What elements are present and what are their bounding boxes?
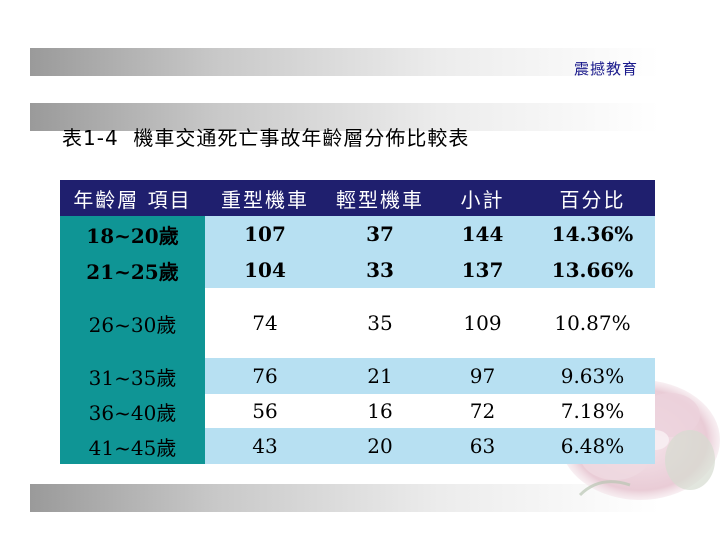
subtotal-cell: 144	[435, 216, 530, 252]
header-heavy-motorcycle: 重型機車	[205, 180, 325, 216]
bottom-decor-band	[30, 484, 660, 512]
age-cell: 21~25歲	[60, 252, 205, 288]
age-cell: 36~40歲	[60, 394, 205, 428]
subtotal-cell: 109	[435, 288, 530, 358]
light-cell: 33	[325, 252, 435, 288]
percentage-cell: 13.66%	[530, 252, 655, 288]
light-cell: 35	[325, 288, 435, 358]
header-age-group: 年齡層 項目	[60, 180, 205, 216]
heavy-cell: 104	[205, 252, 325, 288]
table-header-row: 年齡層 項目 重型機車 輕型機車 小計 百分比	[60, 180, 655, 216]
table-row: 31~35歲 76 21 97 9.63%	[60, 358, 655, 394]
percentage-cell: 9.63%	[530, 358, 655, 394]
caption-title: 機車交通死亡事故年齡層分佈比較表	[133, 126, 470, 150]
heavy-cell: 43	[205, 428, 325, 464]
table-caption: 表1-4 機車交通死亡事故年齡層分佈比較表	[62, 122, 469, 151]
table-row: 26~30歲 74 35 109 10.87%	[60, 288, 655, 358]
percentage-cell: 6.48%	[530, 428, 655, 464]
percentage-cell: 10.87%	[530, 288, 655, 358]
age-cell: 41~45歲	[60, 428, 205, 464]
top-decor-band	[30, 48, 660, 76]
age-cell: 18~20歲	[60, 216, 205, 252]
brand-label: 震撼教育	[573, 60, 638, 78]
header-subtotal: 小計	[435, 180, 530, 216]
middle-decor-band	[30, 103, 660, 131]
age-distribution-table: 年齡層 項目 重型機車 輕型機車 小計 百分比 18~20歲 107 37 14…	[60, 180, 655, 464]
table-row: 36~40歲 56 16 72 7.18%	[60, 394, 655, 428]
light-cell: 20	[325, 428, 435, 464]
table-row: 41~45歲 43 20 63 6.48%	[60, 428, 655, 464]
subtotal-cell: 97	[435, 358, 530, 394]
subtotal-cell: 72	[435, 394, 530, 428]
light-cell: 37	[325, 216, 435, 252]
light-cell: 21	[325, 358, 435, 394]
table-row: 21~25歲 104 33 137 13.66%	[60, 252, 655, 288]
heavy-cell: 76	[205, 358, 325, 394]
heavy-cell: 107	[205, 216, 325, 252]
light-cell: 16	[325, 394, 435, 428]
heavy-cell: 56	[205, 394, 325, 428]
percentage-cell: 7.18%	[530, 394, 655, 428]
percentage-cell: 14.36%	[530, 216, 655, 252]
subtotal-cell: 137	[435, 252, 530, 288]
subtotal-cell: 63	[435, 428, 530, 464]
caption-number: 1-4	[83, 126, 119, 150]
table-row: 18~20歲 107 37 144 14.36%	[60, 216, 655, 252]
age-cell: 26~30歲	[60, 288, 205, 358]
header-light-motorcycle: 輕型機車	[325, 180, 435, 216]
heavy-cell: 74	[205, 288, 325, 358]
header-percentage: 百分比	[530, 180, 655, 216]
age-cell: 31~35歲	[60, 358, 205, 394]
caption-prefix: 表	[62, 126, 83, 150]
